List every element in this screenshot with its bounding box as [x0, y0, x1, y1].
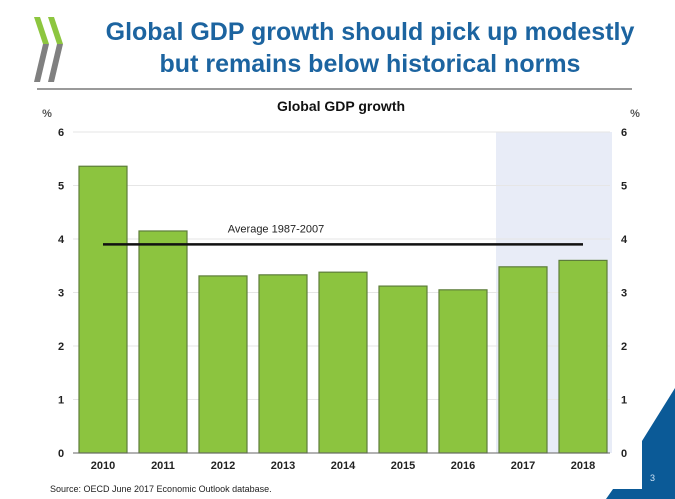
x-tick-label: 2011 [151, 460, 175, 472]
y-tick-label-right: 3 [621, 288, 627, 300]
chart-title: Global GDP growth [277, 98, 405, 114]
bar-2013 [258, 274, 308, 454]
y-tick-label-left: 5 [58, 181, 64, 193]
x-tick-label: 2017 [511, 460, 535, 472]
y-axis-unit-left: % [42, 108, 52, 120]
y-tick-label-right: 5 [621, 181, 627, 193]
x-tick-label: 2012 [211, 460, 235, 472]
y-tick-label-left: 3 [58, 288, 64, 300]
average-line-label: Average 1987-2007 [228, 223, 324, 235]
bar-2017 [498, 266, 548, 454]
source-note: Source: OECD June 2017 Economic Outlook … [50, 484, 272, 494]
x-tick-label: 2010 [91, 460, 115, 472]
x-tick-label: 2014 [331, 460, 356, 472]
y-tick-label-right: 4 [621, 234, 628, 246]
y-tick-label-right: 6 [621, 127, 627, 139]
x-tick-label: 2016 [451, 460, 475, 472]
logo-chevron-1-gray [34, 44, 49, 82]
slide-title: Global GDP growth should pick up modestl… [70, 16, 670, 80]
logo-chevron-2-green [48, 17, 63, 44]
y-tick-label-left: 6 [58, 127, 64, 139]
x-tick-label: 2013 [271, 460, 295, 472]
bar-2016 [438, 289, 488, 454]
y-tick-label-left: 4 [58, 234, 65, 246]
bar-2012 [198, 275, 248, 454]
logo-chevron-1-green [34, 17, 49, 44]
y-axis-unit-right: % [630, 108, 640, 120]
x-tick-label: 2018 [571, 460, 595, 472]
x-tick-label: 2015 [391, 460, 415, 472]
bar-2018 [558, 259, 608, 454]
corner-decoration [606, 388, 675, 499]
y-tick-label-left: 0 [58, 448, 64, 460]
y-tick-label-right: 1 [621, 395, 627, 407]
y-tick-label-left: 1 [58, 395, 64, 407]
page-number: 3 [650, 473, 656, 483]
bar-2014 [318, 271, 368, 454]
slide-title-line-1: Global GDP growth should pick up modestl… [105, 18, 635, 46]
slide-title-line-2: but remains below historical norms [159, 50, 581, 78]
y-tick-label-left: 2 [58, 341, 64, 353]
bar-2011 [138, 230, 188, 454]
bar-2010 [78, 165, 128, 454]
y-tick-label-right: 2 [621, 341, 627, 353]
bar-2015 [378, 285, 428, 454]
oecd-logo [34, 17, 63, 82]
y-tick-label-right: 0 [621, 448, 627, 460]
title-divider [37, 88, 632, 90]
logo-chevron-2-gray [48, 44, 63, 82]
